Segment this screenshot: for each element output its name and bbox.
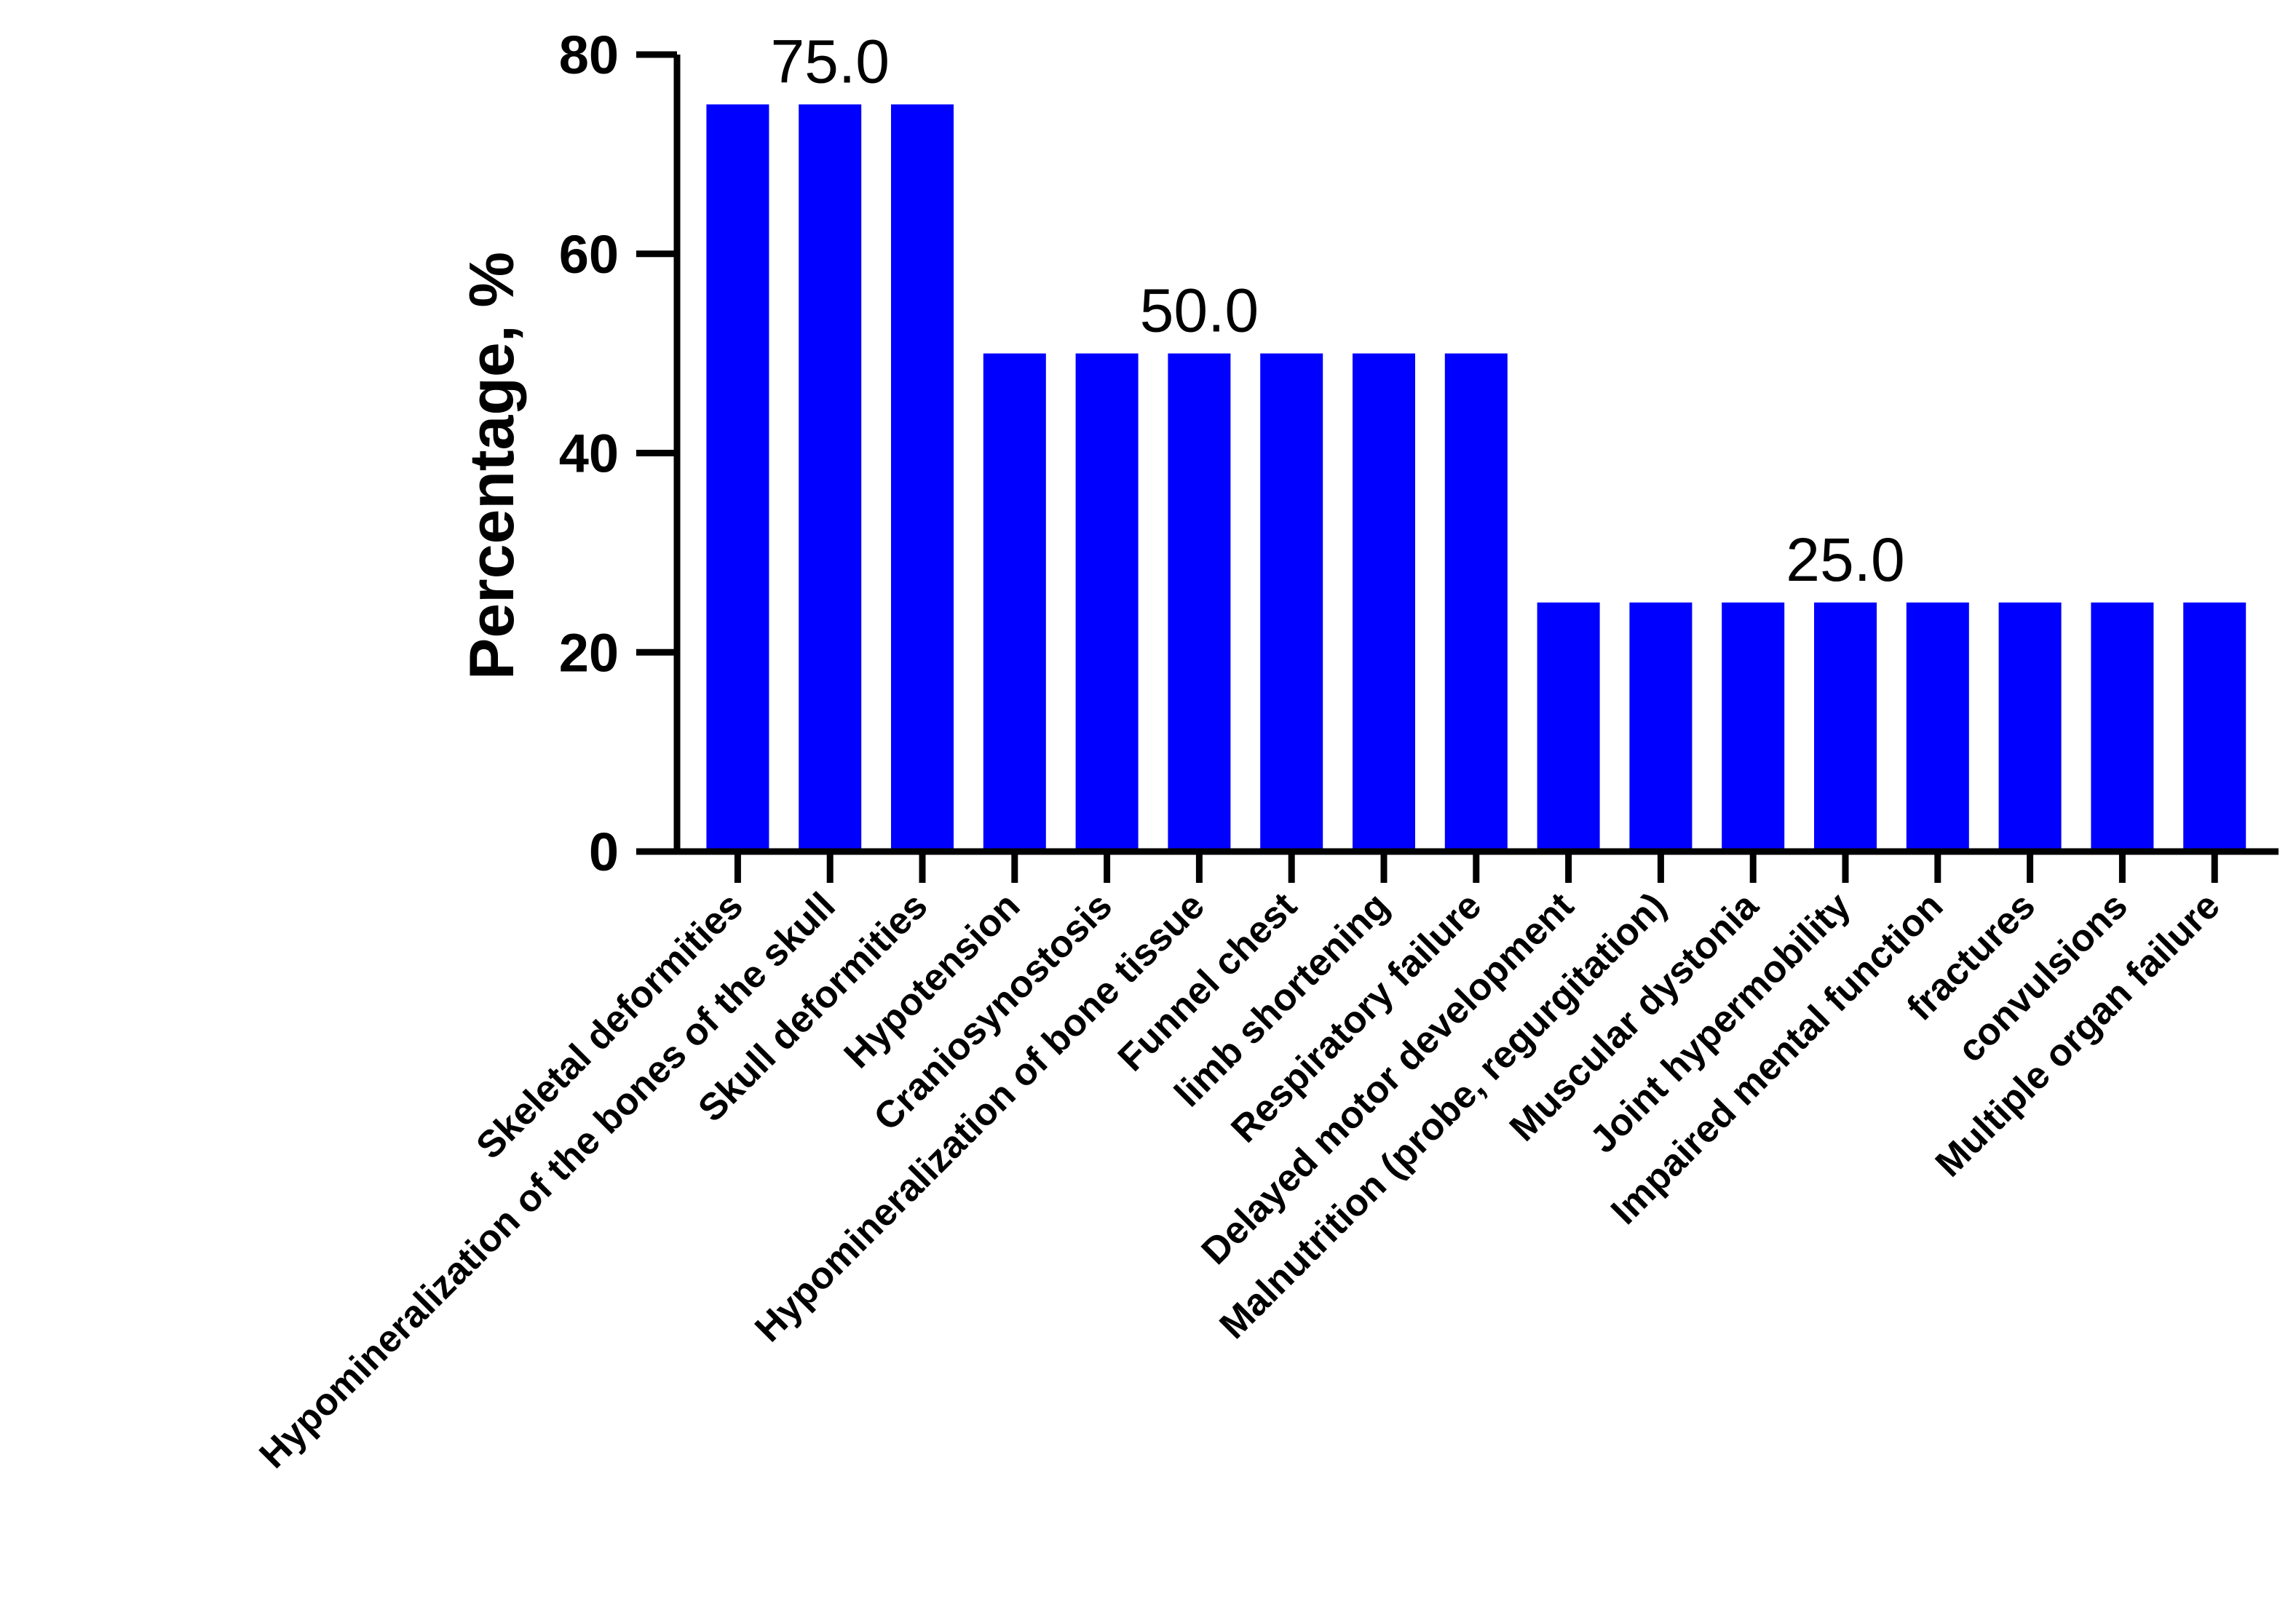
bars-group bbox=[706, 104, 2246, 852]
bar bbox=[1075, 353, 1139, 852]
bar bbox=[1353, 353, 1415, 852]
y-tick-label: 80 bbox=[559, 25, 619, 85]
bar bbox=[2183, 602, 2246, 852]
bar bbox=[1906, 602, 1969, 852]
bar bbox=[983, 353, 1046, 852]
bar bbox=[1814, 602, 1877, 852]
bar bbox=[1168, 353, 1231, 852]
bar bbox=[1722, 602, 1785, 852]
y-tick-label: 0 bbox=[589, 822, 619, 882]
bar bbox=[1260, 353, 1323, 852]
bar bbox=[2091, 602, 2154, 852]
bar bbox=[1998, 602, 2062, 852]
x-tick-label: Hypomineralization of the bones of the s… bbox=[251, 884, 843, 1476]
annotations-group: 75.0 50.0 25.0 bbox=[770, 27, 1904, 593]
y-tick-label: 40 bbox=[559, 424, 619, 484]
bar bbox=[1629, 602, 1693, 852]
data-label: 50.0 bbox=[1140, 277, 1259, 345]
bar bbox=[799, 104, 862, 852]
y-tick-label: 60 bbox=[559, 224, 619, 285]
data-label: 25.0 bbox=[1786, 525, 1905, 594]
y-tick-label: 20 bbox=[559, 622, 619, 683]
data-label: 75.0 bbox=[770, 27, 890, 95]
y-ticks-group: 0 20 40 60 80 bbox=[559, 25, 677, 882]
bar bbox=[706, 104, 769, 852]
bar bbox=[1444, 353, 1508, 852]
bar bbox=[1537, 602, 1600, 852]
bar bbox=[891, 104, 954, 852]
y-axis-label: Percentage, % bbox=[457, 252, 527, 680]
